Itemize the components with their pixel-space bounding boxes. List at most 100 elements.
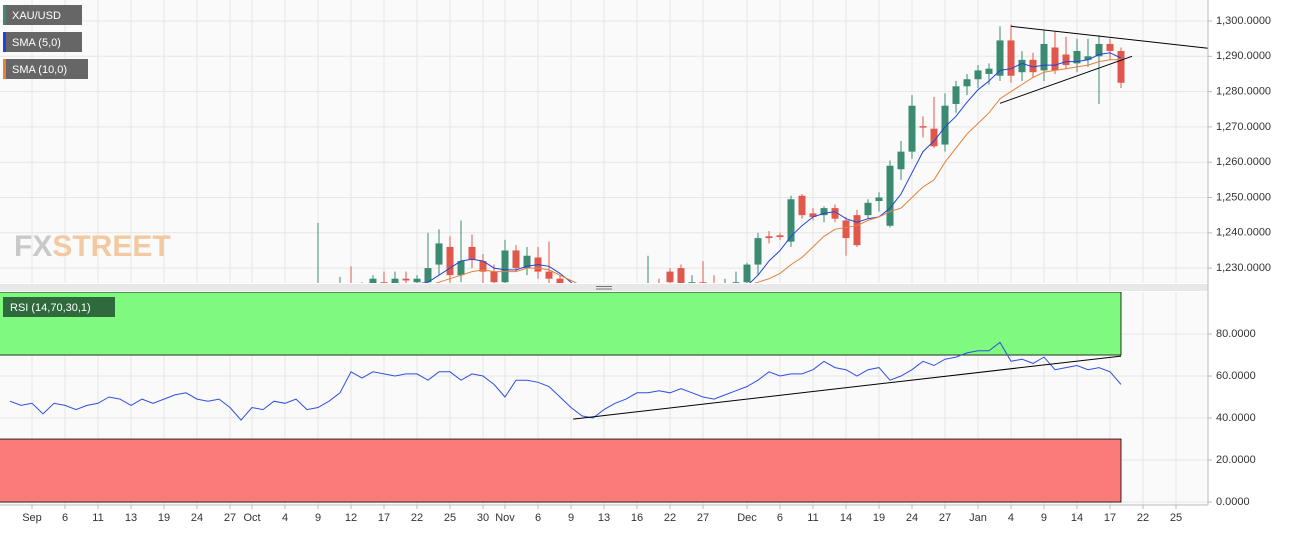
x-tick-label: 19	[873, 512, 885, 524]
candle-body	[908, 105, 916, 152]
candle-body	[963, 79, 971, 87]
candle-body	[1040, 43, 1048, 71]
x-tick-label: 22	[411, 512, 423, 524]
candle-body	[842, 220, 850, 239]
x-tick-label: 6	[535, 512, 541, 524]
candle-body	[479, 261, 487, 272]
x-tick-label: 27	[224, 512, 236, 524]
x-tick-label: 13	[125, 512, 137, 524]
x-tick-label: Oct	[243, 512, 260, 524]
x-tick-label: 13	[598, 512, 610, 524]
x-tick-label: 11	[807, 512, 818, 524]
x-tick-label: 9	[315, 512, 321, 524]
x-tick-label: Sep	[22, 512, 42, 524]
x-tick-label: 19	[158, 512, 170, 524]
candle-body	[556, 278, 564, 283]
rsi-zone	[0, 292, 1122, 356]
watermark-prefix: FX	[14, 230, 52, 263]
rsi-zone	[0, 438, 1122, 503]
x-tick-label: 22	[664, 512, 676, 524]
x-tick-label: 17	[1104, 512, 1116, 524]
candle-body	[501, 250, 509, 283]
candle-body	[380, 282, 388, 283]
candle-body	[1084, 56, 1092, 60]
candle-body	[545, 271, 553, 279]
y-tick-label: 1,270.0000	[1216, 121, 1271, 133]
x-tick-label: 9	[568, 512, 574, 524]
candle-body	[985, 68, 993, 74]
candle-body	[391, 278, 399, 283]
x-tick-label: 25	[444, 512, 456, 524]
candle-body	[732, 282, 740, 283]
candle-body	[666, 271, 674, 283]
watermark: FXSTREET	[14, 230, 171, 263]
candle-body	[446, 246, 454, 276]
legend-box	[3, 32, 82, 52]
x-tick-label: 9	[1041, 512, 1047, 524]
x-tick-label: 12	[345, 512, 357, 524]
legend-box	[3, 59, 88, 79]
candle-body	[468, 246, 476, 260]
candle-body	[688, 282, 696, 283]
candle-body	[490, 271, 498, 283]
y-tick-label: 1,240.0000	[1216, 227, 1271, 239]
candle-body	[952, 86, 960, 104]
legend-label: XAU/USD	[12, 10, 61, 22]
y-tick-label: 1,280.0000	[1216, 86, 1271, 98]
candle-body	[809, 213, 817, 217]
x-tick-label: 6	[62, 512, 68, 524]
candle-body	[413, 278, 421, 283]
x-tick-label: 30	[477, 512, 489, 524]
legend-swatch	[3, 5, 6, 25]
candle-body	[677, 268, 685, 283]
trend-line	[573, 355, 1122, 420]
legend-label: SMA (5,0)	[12, 37, 61, 49]
legend-swatch	[3, 59, 6, 79]
legend-label: RSI (14,70,30,1)	[10, 302, 91, 314]
x-tick-label: 27	[939, 512, 951, 524]
x-tick-label: Jan	[969, 512, 987, 524]
candle-body	[1095, 43, 1103, 57]
candle-body	[919, 126, 927, 128]
candle-body	[886, 165, 894, 226]
trend-line	[1010, 25, 1208, 49]
candle-body	[1106, 43, 1114, 52]
sma-line	[420, 52, 1122, 283]
x-tick-label: 16	[631, 512, 643, 524]
candle-body	[1051, 47, 1059, 71]
candle-body	[1018, 59, 1026, 73]
candle-body	[1029, 59, 1037, 73]
y-tick-label: 1,300.0000	[1216, 15, 1271, 27]
candle-body	[1117, 51, 1125, 83]
candle-body	[765, 236, 773, 239]
candle-body	[457, 261, 465, 276]
legend-box	[3, 5, 82, 25]
legend-box	[3, 297, 115, 317]
candle-body	[743, 264, 751, 283]
legend: XAU/USD SMA (5,0) SMA (10,0) RSI (14,70,…	[3, 5, 115, 317]
candle-body	[523, 255, 531, 269]
watermark-suffix: STREET	[52, 230, 170, 263]
x-tick-label: Nov	[495, 512, 515, 524]
x-tick-label: 24	[906, 512, 918, 524]
x-tick-label: 24	[191, 512, 203, 524]
trend-line	[999, 55, 1133, 104]
x-tick-label: 14	[1071, 512, 1083, 524]
y-tick-label: 40.0000	[1216, 412, 1256, 424]
candle-body	[402, 278, 410, 281]
candle-body	[974, 70, 982, 80]
y-tick-label: 1,230.0000	[1216, 262, 1271, 274]
x-tick-label: 27	[697, 512, 709, 524]
candle-body	[864, 202, 872, 216]
candle-body	[754, 238, 762, 265]
candle-body	[435, 243, 443, 265]
y-tick-label: 1,260.0000	[1216, 156, 1271, 168]
x-tick-label: 11	[92, 512, 103, 524]
panel-divider[interactable]	[0, 284, 1208, 291]
candle-body	[1007, 40, 1015, 76]
candle-body	[776, 235, 784, 238]
candle-body	[1073, 51, 1081, 64]
candle-body	[941, 105, 949, 145]
candle-body	[699, 282, 707, 283]
